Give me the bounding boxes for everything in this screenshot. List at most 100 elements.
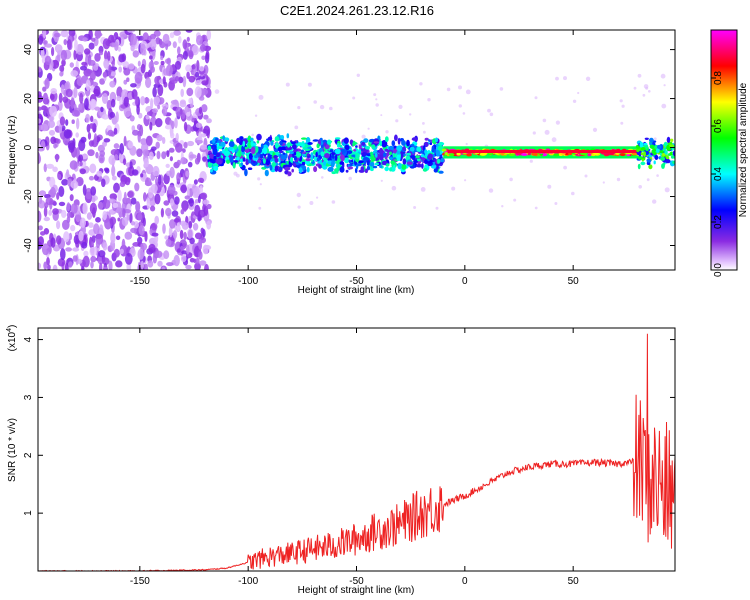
spectrogram-cell [183,121,188,132]
spectrogram-cell [352,96,356,100]
spectrogram-cell [129,161,133,169]
spectrogram-cell [146,111,154,116]
spectrogram-cell [72,255,78,262]
spectrogram-cell [297,205,301,209]
spectrogram-cell [640,152,644,156]
spectrogram-cell [301,159,306,163]
spectrogram-cell [82,255,90,268]
spectrogram-cell [65,247,72,252]
spectrogram-cell [479,152,487,156]
spectrogram-cell [183,231,187,240]
spectrogram-cell [184,195,191,200]
spectrogram-cell [52,264,58,270]
spectrogram-cell [86,212,92,220]
spectrogram-cell [274,142,279,149]
spectrogram-cell [428,139,431,142]
spectrogram-cell [193,258,197,264]
spectrogram-cell [124,231,133,240]
spectrogram-cell [122,61,130,68]
spectrogram-cell [198,251,203,260]
spectrogram-cell [149,121,153,131]
spectrogram-cell [111,98,116,108]
spectrogram-cell [441,148,447,152]
y-tick-label: 2 [23,452,34,458]
spectrogram-cell [401,140,406,146]
spectrogram-cell [101,93,109,104]
spectrogram-cell [140,96,146,106]
x-tick-label: -50 [349,576,364,587]
spectrogram-cell [162,76,166,85]
spectrogram-cell [114,154,119,161]
spectrogram-cell [313,100,318,104]
spectrogram-cell [117,189,122,202]
spectrogram-cell [344,157,350,164]
spectrogram-cell [51,59,60,69]
spectrogram-cell [108,155,116,165]
spectrogram-cell [238,151,242,158]
spectrogram-cell [427,98,431,102]
spectrogram-cell [177,46,181,55]
spectrogram-cell [397,137,401,145]
spectrogram-cell [466,153,472,157]
spectrogram-cell [291,168,295,173]
spectrogram-cell [339,166,345,173]
spectrogram-cell [38,236,44,247]
spectrogram-cell [153,83,161,88]
spectrogram-cell [258,206,262,210]
colorbar-frame [710,29,738,271]
spectrogram-cell [429,142,433,145]
spectrogram-cell [169,219,176,229]
spectrogram-cell [61,210,67,218]
spectrogram-cell [102,38,111,50]
spectrogram-cell [90,84,94,93]
spectrogram-cell [446,87,451,92]
snr-y-ticks: 1 2 3 4 [23,336,675,516]
spectrogram-cell [304,148,311,151]
spectrogram-cell [89,163,97,174]
spectrogram-cell [361,134,366,139]
spectrogram-cell [315,151,318,158]
y-tick-label: 4 [23,336,34,342]
spectrogram-cell [118,54,125,63]
snr-ylabel: SNR (10 * v/v) [7,418,18,482]
spectrogram-cell [279,140,283,146]
spectrogram-cell [162,223,166,234]
spectrogram-cell [47,264,51,270]
spectrogram-cell [174,60,182,70]
spectrogram-cell [206,220,212,230]
spectrogram-cell [666,136,671,143]
spectrogram-cell [202,244,209,255]
spectrogram-cell [401,164,407,170]
spectrogram-cell [162,105,168,117]
spectrogram-cell [111,165,116,177]
spectrogram-cell [393,165,396,170]
spectrogram-cell [138,225,145,236]
spectrogram-cell [631,152,637,156]
colorbar-gradient [711,30,737,270]
spectrogram-cell [75,43,84,55]
spectrogram-cell [50,237,56,248]
spectrogram-cell [379,140,382,147]
spectrogram-cell [169,156,173,162]
spectrogram-cell [130,197,137,205]
spectrogram-cell [301,137,307,140]
spectrogram-cell [143,192,147,202]
spectrogram-cell [99,150,105,157]
spectrogram-cell [204,52,210,64]
spectrogram-cell [155,250,163,258]
spectrogram-cell [544,129,550,135]
spectrogram-cell [563,76,567,81]
spectrogram-cell [56,192,60,200]
x-tick-label: -100 [238,276,258,287]
spectrogram-cell [43,261,48,270]
spectrogram-cell [403,153,406,156]
spectrogram-cell [60,84,65,94]
spectrogram-cell [382,152,387,158]
spectrogram-cell [301,143,305,148]
spectrogram-cell [260,143,264,150]
spectrogram-cell [108,64,112,76]
spectrogram-cell [80,136,87,143]
spectrogram-cell [206,30,212,41]
spectrogram-cell [119,143,125,155]
spectrogram-cell [274,157,279,163]
